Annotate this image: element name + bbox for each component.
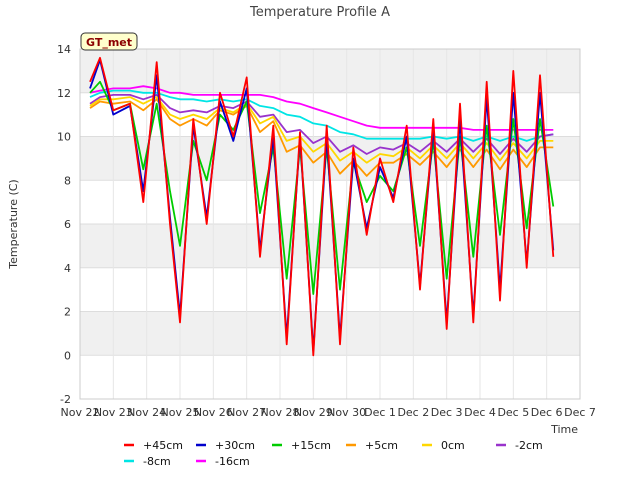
x-tick-label: Dec 6 (531, 406, 563, 419)
y-tick-label: 4 (64, 262, 71, 275)
grid-band (80, 311, 580, 356)
x-tick-label: Nov 23 (94, 406, 133, 419)
grid-band (80, 49, 580, 93)
legend-label: +45cm (143, 439, 183, 452)
y-tick-label: 0 (64, 349, 71, 362)
x-tick-label: Nov 25 (161, 406, 200, 419)
legend-label: -8cm (143, 455, 171, 468)
series-line-+15cm (89, 80, 555, 295)
x-axis-label: Time (550, 423, 578, 436)
x-tick-label: Nov 28 (261, 406, 300, 419)
series-line-+5cm (89, 98, 554, 177)
x-tick-label: Nov 24 (127, 406, 166, 419)
x-tick-label: Nov 27 (227, 406, 266, 419)
grid-band (80, 355, 580, 399)
legend-label: -2cm (515, 439, 543, 452)
legend-label: +30cm (215, 439, 255, 452)
x-tick-label: Dec 7 (564, 406, 596, 419)
station-tag-box (80, 32, 138, 51)
x-tick-label: Dec 1 (364, 406, 396, 419)
legend: +45cm +30cm +15cm +5cm 0cm -2cm -8cm -16cm (124, 439, 543, 468)
x-tick-label: Nov 29 (294, 406, 333, 419)
y-tick-label: 6 (64, 218, 71, 231)
y-tick-label: 8 (64, 174, 71, 187)
legend-label: +5cm (365, 439, 398, 452)
station-tag: GT_met (80, 32, 138, 51)
series-line-0cm (89, 96, 554, 164)
x-tick-label: Dec 2 (397, 406, 429, 419)
station-tag-label: GT_met (86, 36, 132, 49)
y-tick-label: 2 (64, 306, 71, 319)
grid-band (80, 267, 580, 312)
y-axis-ticks: -2 0 2 4 6 8 10 12 14 (57, 43, 71, 406)
x-tick-label: Dec 5 (497, 406, 529, 419)
chart-title: Temperature Profile A (249, 5, 390, 20)
y-tick-label: 10 (57, 131, 71, 144)
x-tick-label: Dec 3 (431, 406, 463, 419)
y-tick-label: -2 (60, 393, 71, 406)
x-tick-label: Dec 4 (464, 406, 496, 419)
legend-label: 0cm (441, 439, 465, 452)
series-layer (89, 56, 555, 357)
legend-label: +15cm (291, 439, 331, 452)
series-line--8cm (89, 89, 554, 142)
x-tick-label: Nov 22 (61, 406, 100, 419)
series-line--2cm (89, 94, 554, 155)
plot-frame (79, 48, 581, 400)
y-tick-label: 14 (57, 43, 71, 56)
y-axis-label: Temperature (C) (7, 179, 20, 269)
x-tick-label: Nov 26 (194, 406, 233, 419)
x-tick-label: Nov 30 (327, 406, 366, 419)
series-line--16cm (89, 85, 554, 131)
grid-band (80, 224, 580, 268)
legend-label: -16cm (215, 455, 250, 468)
y-tick-label: 12 (57, 87, 71, 100)
series-line-+45cm (89, 56, 555, 357)
